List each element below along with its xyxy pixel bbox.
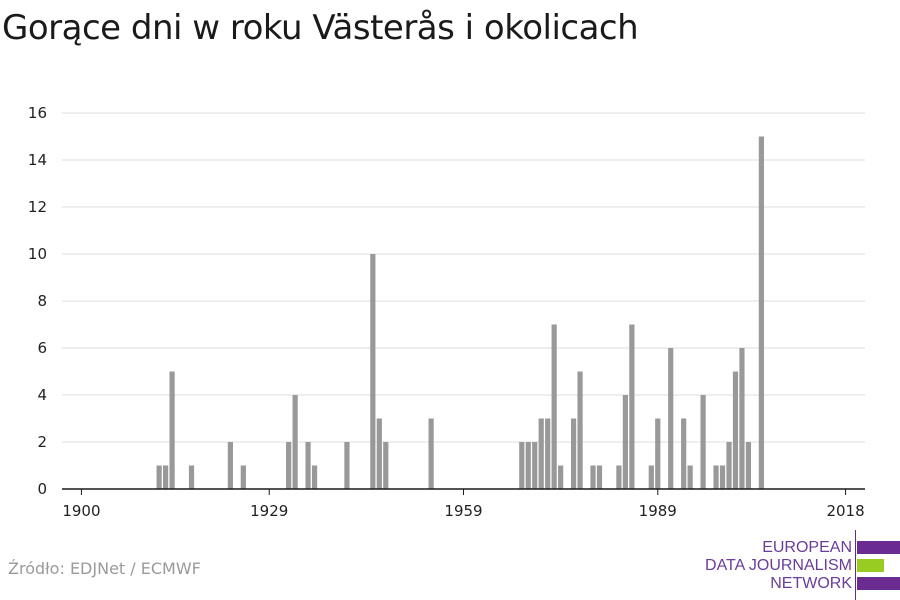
logo-bar-top: [857, 541, 900, 554]
bar-1983: [616, 465, 622, 489]
bar-1970: [532, 442, 538, 489]
bar-2005: [758, 136, 764, 489]
bar-1947: [383, 442, 389, 489]
bar-1945: [370, 254, 376, 489]
bar-1969: [525, 442, 531, 489]
bars: [156, 136, 764, 489]
bar-2000: [726, 442, 732, 489]
bar-1999: [719, 465, 726, 489]
logo-bar-middle: [857, 559, 884, 572]
x-tick-label: 1900: [62, 502, 100, 520]
bar-1946: [376, 418, 382, 489]
y-tick-label: 12: [28, 198, 47, 216]
y-tick-label: 4: [37, 386, 47, 404]
bar-1989: [655, 418, 661, 489]
bar-1985: [629, 324, 635, 489]
bar-2003: [745, 442, 752, 489]
y-tick-label: 6: [37, 339, 47, 357]
edjnet-logo[interactable]: EUROPEAN DATA JOURNALISM NETWORK: [700, 530, 900, 600]
y-tick-label: 2: [37, 433, 47, 451]
y-tick-labels: 0 2 4 6 8 10 12 14 16: [28, 104, 47, 498]
bar-1968: [519, 442, 525, 489]
x-tick-label: 1929: [250, 502, 288, 520]
bar-1925: [240, 465, 246, 489]
logo-bar-bottom: [857, 577, 900, 590]
bar-1976: [570, 418, 577, 489]
bar-1932: [286, 442, 292, 489]
logo-text-line2: DATA JOURNALISM: [705, 557, 852, 574]
y-tick-label: 0: [37, 480, 47, 498]
grid-lines: [62, 112, 865, 443]
bar-1923: [227, 442, 233, 489]
bar-2002: [739, 348, 745, 489]
source-note: Źródło: EDJNet / ECMWF: [8, 559, 201, 578]
chart-title: Gorące dni w roku Västerås i okolicach: [2, 8, 639, 48]
bar-1941: [344, 442, 350, 489]
bar-1973: [551, 324, 557, 489]
x-axis: 1900 1929 1959 1989 2018: [62, 488, 865, 520]
bar-1991: [668, 348, 674, 489]
bar-1998: [713, 465, 719, 489]
bar-1994: [687, 465, 693, 489]
x-tick-label: 1989: [639, 502, 677, 520]
bar-1914: [169, 371, 175, 489]
bar-1984: [622, 395, 628, 489]
bar-1988: [648, 465, 654, 489]
bar-1974: [558, 465, 564, 489]
x-tick-label: 2018: [826, 502, 864, 520]
bar-1972: [545, 418, 551, 489]
bar-1971: [538, 418, 544, 489]
logo-divider: [855, 530, 856, 600]
y-tick-label: 8: [37, 292, 47, 310]
bar-1935: [305, 442, 311, 489]
logo-text-line3: NETWORK: [770, 575, 852, 592]
x-tick-label: 1959: [444, 502, 482, 520]
y-tick-label: 14: [28, 151, 47, 169]
bar-1980: [596, 465, 603, 489]
bar-1954: [428, 418, 434, 489]
bar-1917: [188, 465, 195, 489]
bar-1993: [681, 418, 687, 489]
y-tick-label: 10: [28, 245, 47, 263]
bar-1913: [163, 465, 169, 489]
bar-1979: [590, 465, 596, 489]
bar-1933: [292, 395, 298, 489]
bar-1996: [700, 395, 706, 489]
bar-2001: [732, 371, 739, 489]
bar-1936: [311, 465, 318, 489]
y-tick-label: 16: [28, 104, 47, 122]
logo-text-line1: EUROPEAN: [762, 539, 852, 556]
bar-1912: [156, 465, 162, 489]
bar-1977: [577, 371, 583, 489]
